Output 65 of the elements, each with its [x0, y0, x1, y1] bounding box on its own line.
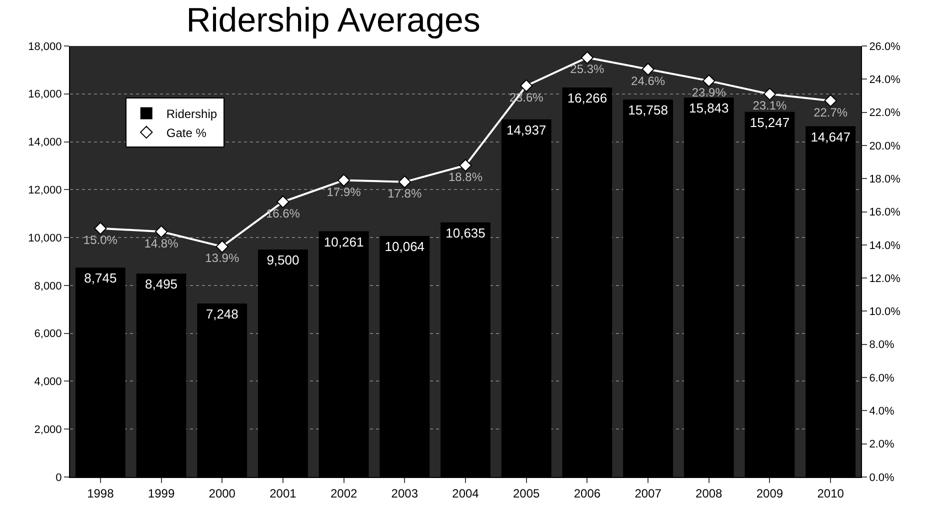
data-label: 15,843: [689, 100, 729, 116]
x-tick-label: 2000: [208, 486, 236, 500]
y2-tick-label: 6.0%: [869, 372, 894, 384]
y2-tick-label: 12.0%: [869, 272, 901, 285]
y2-tick-label: 8.0%: [869, 339, 894, 352]
x-tick-label: 2004: [452, 486, 480, 500]
y2-tick-label: 2.0%: [869, 438, 894, 451]
y2-tick-label: 18.0%: [869, 173, 901, 186]
legend-label: Ridership: [166, 106, 218, 121]
x-tick-label: 2009: [756, 486, 784, 500]
y-tick-label: 16,000: [28, 88, 62, 101]
y-tick-label: 18,000: [28, 40, 62, 53]
x-tick-label: 2003: [391, 486, 418, 500]
chart-title: Ridership Averages: [186, 2, 480, 40]
y2-tick-label: 0.0%: [869, 472, 894, 484]
data-label: 24.6%: [631, 74, 666, 88]
data-label: 9,500: [266, 252, 300, 268]
x-tick-label: 2005: [513, 486, 540, 500]
data-label: 10,635: [446, 225, 486, 240]
data-label: 16,266: [567, 90, 608, 106]
data-label: 10,261: [324, 234, 364, 250]
y2-tick-label: 16.0%: [869, 206, 901, 219]
x-tick-label: 1999: [148, 486, 175, 500]
data-label: 14.8%: [144, 236, 179, 250]
y-tick-label: 4,000: [34, 376, 62, 388]
y2-tick-label: 22.0%: [869, 107, 901, 120]
y2-tick-label: 26.0%: [869, 40, 901, 53]
x-tick-label: 2010: [817, 486, 844, 500]
y-tick-label: 8,000: [34, 280, 62, 292]
data-label: 23.1%: [752, 98, 788, 113]
y-tick-label: 12,000: [28, 184, 62, 197]
data-label: 16.6%: [266, 206, 300, 220]
data-label: 13.9%: [205, 251, 240, 266]
data-label: 18.8%: [448, 170, 483, 184]
data-label: 10,064: [384, 239, 425, 254]
data-label: 17.9%: [326, 184, 362, 199]
data-label: 17.8%: [388, 186, 422, 201]
data-label: 14,647: [810, 129, 850, 144]
x-tick-label: 2001: [270, 486, 297, 500]
y2-tick-label: 20.0%: [869, 140, 901, 152]
legend-label: Gate %: [166, 126, 207, 140]
y2-tick-label: 4.0%: [869, 406, 894, 418]
y-tick-label: 6,000: [34, 328, 62, 340]
y2-tick-label: 10.0%: [869, 306, 901, 318]
y-tick-label: 0: [56, 472, 62, 484]
data-label: 25.3%: [570, 62, 605, 76]
data-label: 22.7%: [814, 105, 848, 120]
data-label: 15,758: [628, 102, 668, 118]
data-label: 15,247: [750, 114, 790, 130]
data-label: 15.0%: [83, 232, 118, 247]
data-label: 8,745: [84, 270, 117, 286]
x-tick-label: 2002: [330, 486, 358, 500]
y2-tick-label: 14.0%: [869, 240, 901, 252]
data-label: 23.9%: [692, 85, 726, 100]
y-tick-label: 10,000: [28, 232, 62, 244]
y-tick-label: 2,000: [34, 424, 62, 436]
x-tick-label: 2007: [634, 486, 662, 500]
x-tick-label: 2008: [696, 486, 723, 500]
data-label: 14,937: [506, 122, 546, 138]
x-tick-label: 1998: [87, 486, 114, 500]
data-label: 8,495: [144, 276, 178, 292]
data-label: 7,248: [206, 306, 238, 322]
y-tick-label: 14,000: [28, 136, 62, 149]
x-tick-label: 2006: [574, 486, 601, 500]
y2-tick-label: 24.0%: [869, 74, 901, 86]
